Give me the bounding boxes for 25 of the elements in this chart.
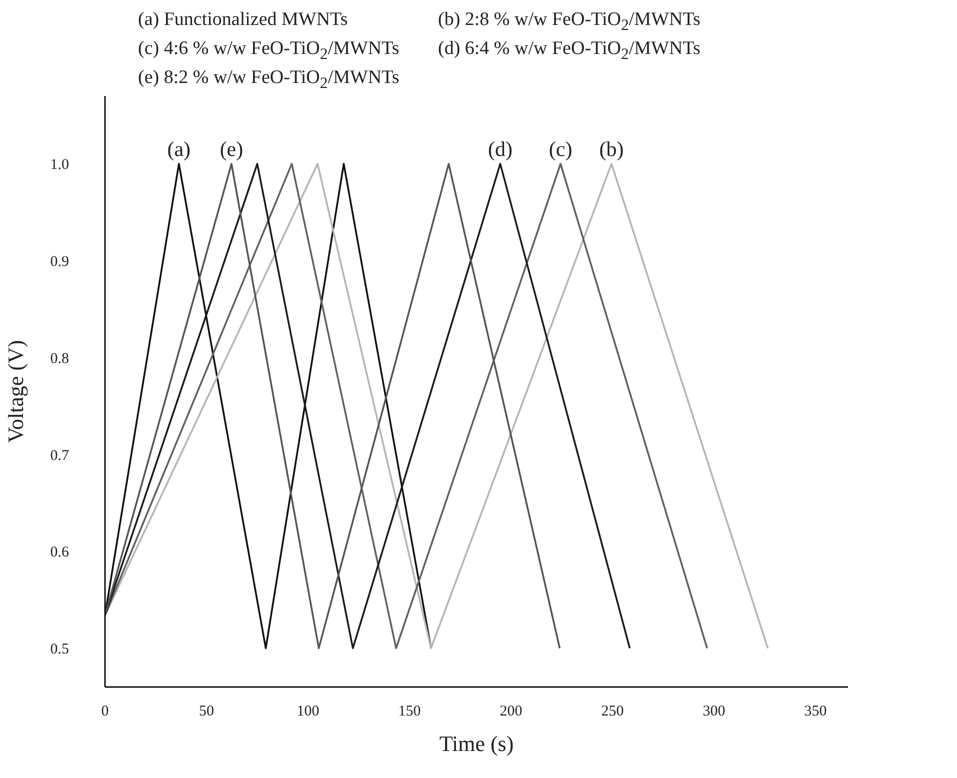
x-tick-label: 150 xyxy=(398,704,421,720)
text: (d) 6:4 % w/w FeO-TiO$_{2}$/MWNTs xyxy=(438,36,702,65)
x-tick-label: 100 xyxy=(296,704,320,720)
x-axis-title: Time (s) xyxy=(439,731,514,756)
y-tick-label: 1.0 xyxy=(50,158,69,174)
x-tick-label: 50 xyxy=(199,704,214,720)
x-tick-label: 200 xyxy=(500,704,522,720)
x-tick-label: 350 xyxy=(804,704,827,720)
annotation: (e) xyxy=(220,137,244,162)
annotation: (d) xyxy=(488,137,512,162)
annotation: (c) xyxy=(548,137,572,162)
y-tick-label: 0.8 xyxy=(50,351,69,368)
y-tick-label: 0.7 xyxy=(50,448,70,464)
y-tick-label: 0.5 xyxy=(50,642,69,658)
y-tick-label: 0.9 xyxy=(50,254,69,270)
x-tick-label: 0 xyxy=(101,704,109,720)
text: (b) 2:8 % w/w FeO-TiO$_{2}$/MWNTs xyxy=(438,8,702,36)
text: (e) 8:2 % w/w FeO-TiO$_{2}$/MWNTs xyxy=(138,66,400,94)
annotation: (b) xyxy=(599,137,624,162)
x-tick-label: 250 xyxy=(601,704,624,720)
x-tick-label: 300 xyxy=(702,704,726,720)
text: (a) Functionalized MWNTs xyxy=(138,8,349,32)
text: (c) 4:6 % w/w FeO-TiO$_{2}$/MWNTs xyxy=(138,36,400,65)
annotation: (a) xyxy=(167,137,191,162)
y-tick-label: 0.6 xyxy=(50,545,70,562)
